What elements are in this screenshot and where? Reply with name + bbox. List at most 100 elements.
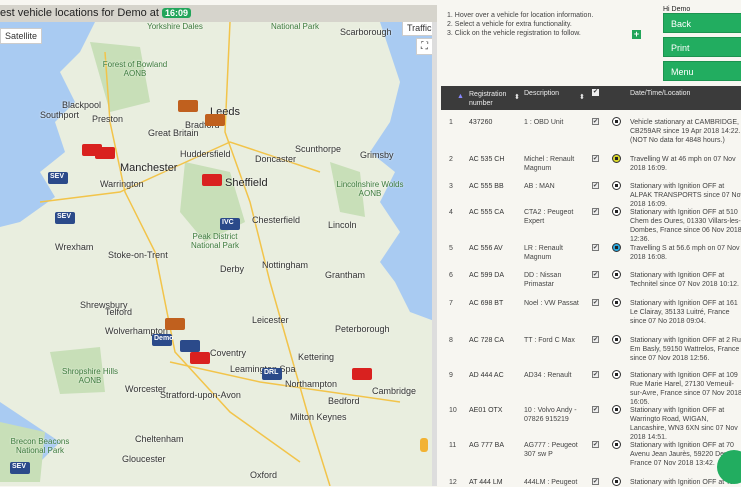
vehicle-marker-label: DRL bbox=[264, 369, 279, 376]
vehicle-checkbox[interactable]: ✔ bbox=[592, 441, 599, 448]
vehicle-marker[interactable]: Demo bbox=[152, 334, 174, 346]
map-place-label: Great Britain bbox=[148, 128, 199, 138]
vehicle-description: Michel : Renault Magnum bbox=[524, 156, 575, 172]
vehicle-checkbox[interactable]: ✔ bbox=[592, 182, 599, 189]
instruction-2: 2. Select a vehicle for extra functional… bbox=[447, 21, 572, 28]
registration-link[interactable]: AC 555 BB bbox=[469, 183, 504, 190]
vehicle-location: Stationary with Ignition OFF at 70 Avenu… bbox=[630, 442, 740, 467]
vehicle-marker[interactable]: DRL bbox=[262, 368, 282, 380]
back-button[interactable]: Back bbox=[663, 13, 741, 33]
select-all-checkbox[interactable]: ✔ bbox=[592, 89, 599, 96]
vehicle-description: AD34 : Renault bbox=[524, 372, 572, 379]
map-park-label: Shropshire Hills AONB bbox=[61, 367, 119, 385]
map-place-label: Wolverhampton bbox=[105, 326, 168, 336]
satellite-button[interactable]: Satellite bbox=[0, 28, 43, 44]
vehicle-location: Stationary with Ignition OFF at ALPAK TR… bbox=[630, 183, 741, 208]
map-place-label: Stratford-upon-Avon bbox=[160, 390, 241, 400]
vehicle-marker[interactable]: SEV bbox=[10, 462, 30, 474]
vehicle-marker[interactable] bbox=[180, 340, 200, 352]
map-title-bar: est vehicle locations for Demo at 16:09 bbox=[0, 5, 437, 22]
vehicle-marker[interactable]: SEV bbox=[55, 212, 75, 224]
map-place-label: Worcester bbox=[125, 384, 166, 394]
map-place-label: Southport bbox=[40, 110, 80, 120]
vehicle-checkbox[interactable]: ✔ bbox=[592, 208, 599, 215]
vehicle-marker[interactable]: SEV bbox=[48, 172, 68, 184]
map-park-label: Lincolnshire Wolds AONB bbox=[336, 180, 404, 198]
user-greeting: Hi Demo bbox=[663, 6, 691, 13]
vehicle-description: LR : Renault Magnum bbox=[524, 245, 563, 261]
vehicle-marker[interactable] bbox=[95, 147, 115, 159]
sort-asc-icon[interactable]: ▲ bbox=[457, 93, 464, 100]
vehicle-map[interactable]: Leeds Bradford Manchester Sheffield Blackpoo… bbox=[0, 22, 437, 486]
vehicle-checkbox[interactable]: ✔ bbox=[592, 299, 599, 306]
status-icon bbox=[612, 440, 621, 449]
header-registration[interactable]: Registration number bbox=[469, 91, 507, 107]
vehicle-checkbox[interactable]: ✔ bbox=[592, 118, 599, 125]
map-park-label: Yorkshire Dales bbox=[147, 22, 203, 31]
registration-link[interactable]: AC 535 CH bbox=[469, 156, 505, 163]
registration-link[interactable]: AT 444 LM bbox=[469, 479, 503, 486]
registration-link[interactable]: AC 555 CA bbox=[469, 209, 505, 216]
instructions: 1. Hover over a vehicle for location inf… bbox=[447, 11, 593, 38]
chat-widget-button[interactable] bbox=[717, 450, 741, 484]
registration-link[interactable]: AE01 OTX bbox=[469, 407, 503, 414]
map-place-label: Scarborough bbox=[340, 27, 392, 37]
vehicle-marker[interactable]: IVC bbox=[220, 218, 240, 230]
map-place-label: Kettering bbox=[298, 352, 335, 362]
map-place-label: Bradford bbox=[185, 120, 220, 130]
vehicle-marker[interactable] bbox=[205, 114, 225, 126]
registration-link[interactable]: AG 777 BA bbox=[469, 442, 505, 449]
vehicle-marker[interactable] bbox=[202, 174, 222, 186]
map-place-label: Gloucester bbox=[122, 454, 166, 464]
registration-link[interactable]: AD 444 AC bbox=[469, 372, 504, 379]
registration-link[interactable]: AC 556 AV bbox=[469, 245, 503, 252]
vehicle-checkbox[interactable]: ✔ bbox=[592, 371, 599, 378]
row-number: 11 bbox=[449, 442, 457, 449]
registration-link[interactable]: 437260 bbox=[469, 119, 493, 126]
plus-icon[interactable]: + bbox=[632, 29, 641, 39]
map-place-label: Cambridge bbox=[372, 386, 417, 396]
fullscreen-icon[interactable]: ⛶ bbox=[416, 38, 433, 55]
map-place-label: Blackpool bbox=[62, 100, 102, 110]
vehicle-checkbox[interactable]: ✔ bbox=[592, 271, 599, 278]
vehicle-checkbox[interactable]: ✔ bbox=[592, 478, 599, 485]
vehicle-marker[interactable] bbox=[190, 352, 210, 364]
sort-icon[interactable]: ⬍ bbox=[579, 94, 585, 101]
map-scrollbar[interactable] bbox=[432, 22, 437, 486]
map-place-label: Manchester bbox=[120, 162, 178, 174]
map-park-label: Brecon Beacons National Park bbox=[10, 437, 70, 455]
registration-link[interactable]: AC 698 BT bbox=[469, 300, 504, 307]
row-number: 4 bbox=[449, 209, 453, 216]
header-description[interactable]: Description bbox=[524, 90, 560, 97]
vehicle-checkbox[interactable]: ✔ bbox=[592, 244, 599, 251]
vehicle-marker-label: SEV bbox=[12, 463, 27, 470]
vehicle-marker-label: Demo bbox=[154, 335, 174, 342]
print-button[interactable]: Print bbox=[663, 37, 741, 57]
vehicle-checkbox[interactable]: ✔ bbox=[592, 336, 599, 343]
vehicle-marker[interactable] bbox=[352, 368, 372, 380]
status-icon bbox=[612, 117, 621, 126]
vehicle-description: AG777 : Peugeot 307 sw P bbox=[524, 442, 578, 458]
table-header: ▲ Registration number ⬍ Description ⬍ ✔ … bbox=[441, 86, 741, 110]
registration-link[interactable]: AC 599 DA bbox=[469, 272, 505, 279]
vehicle-description: DD : Nissan Primastar bbox=[524, 272, 562, 288]
map-place-label: Derby bbox=[220, 264, 245, 274]
vehicle-location: Travelling W at 46 mph on 07 Nov 2018 16… bbox=[630, 156, 736, 172]
vehicle-checkbox[interactable]: ✔ bbox=[592, 406, 599, 413]
vehicle-description: TT : Ford C Max bbox=[524, 337, 575, 344]
map-place-label: Northampton bbox=[285, 379, 338, 389]
row-number: 5 bbox=[449, 245, 453, 252]
map-place-label: Oxford bbox=[250, 470, 278, 480]
vehicle-location: Stationary with Ignition OFF at Te bbox=[630, 479, 734, 486]
header-datetime[interactable]: Date/Time/Location bbox=[630, 90, 691, 97]
vehicle-marker[interactable] bbox=[178, 100, 198, 112]
vehicle-location: Stationary with Ignition OFF at Technite… bbox=[630, 272, 739, 288]
menu-button[interactable]: Menu bbox=[663, 61, 741, 81]
registration-link[interactable]: AC 728 CA bbox=[469, 337, 505, 344]
vehicle-marker[interactable] bbox=[165, 318, 185, 330]
sort-icon[interactable]: ⬍ bbox=[514, 94, 520, 101]
vehicle-location: Stationary with Ignition OFF at 109 Rue … bbox=[630, 372, 741, 406]
vehicle-checkbox[interactable]: ✔ bbox=[592, 155, 599, 162]
map-place-label: Sheffield bbox=[225, 177, 268, 189]
street-view-pegman-icon[interactable] bbox=[420, 438, 428, 452]
